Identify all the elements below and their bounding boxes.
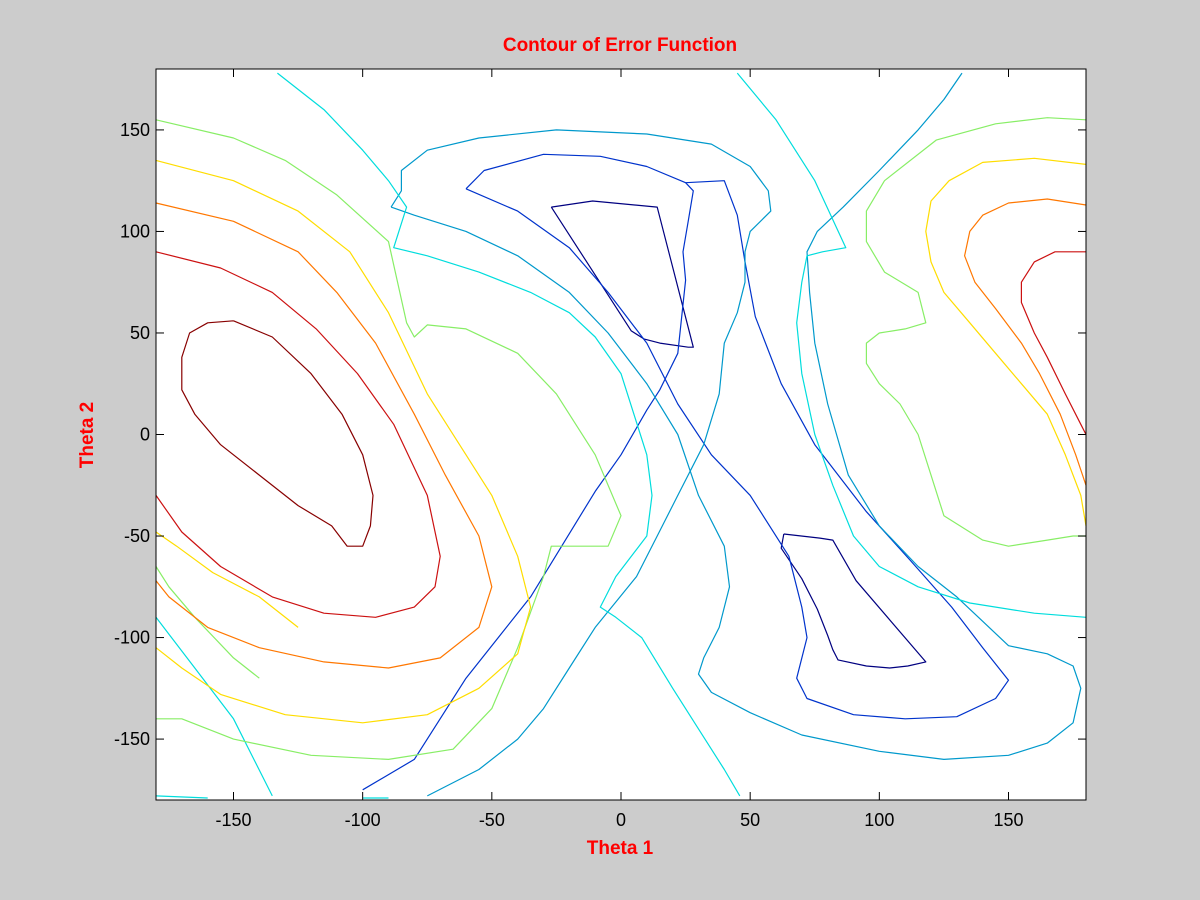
y-tick-label: 50 [130,323,150,343]
y-tick-label: 100 [120,221,150,241]
contour-line-level-7-1 [155,202,493,669]
contour-line-level-7-2 [964,198,1087,486]
contour-line-level-8-2 [1020,251,1087,435]
contour-line-level-3-1 [390,129,772,797]
contour-line-level-4-2 [736,72,1087,618]
x-tick-label: 150 [993,810,1023,830]
y-tick-label: 150 [120,120,150,140]
contour-lines [155,72,1087,799]
contour-line-level-2-2 [465,180,1010,720]
contour-line-level-8-1 [155,251,441,618]
x-tick-label: -100 [345,810,381,830]
x-tick-label: -50 [479,810,505,830]
plot-area [156,69,1086,800]
contour-line-level-1-1 [550,200,694,348]
contour-line-level-9-1 [181,320,374,547]
contour-line-level-6-3 [155,531,299,628]
x-tick-label: 50 [740,810,760,830]
y-axis-label: Theta 2 [77,402,98,469]
x-axis-ticks: -150 -100 -50 0 50 100 150 [215,69,1024,830]
contour-line-level-1-2 [780,533,927,669]
contour-line-level-3-2 [390,72,1082,760]
contour-line-level-5-1 [155,119,622,760]
contour-line-level-2-1 [362,153,694,791]
x-tick-label: -150 [215,810,251,830]
contour-line-level-4-3 [155,616,273,797]
x-tick-label: 100 [864,810,894,830]
y-axis-ticks: -150 -100 -50 0 50 100 150 [114,120,1086,749]
contour-line-level-4-4 [155,795,208,799]
y-tick-label: -150 [114,729,150,749]
y-tick-label: -50 [124,526,150,546]
contour-line-level-6-2 [925,157,1087,527]
contour-line-level-4-1 [277,72,741,797]
y-tick-label: 0 [140,425,150,445]
contour-line-level-5-2 [865,117,1087,547]
y-tick-label: -100 [114,628,150,648]
chart-title: Contour of Error Function [503,35,737,56]
x-tick-label: 0 [616,810,626,830]
contour-line-level-6-1 [155,159,532,724]
x-axis-label: Theta 1 [587,838,654,859]
